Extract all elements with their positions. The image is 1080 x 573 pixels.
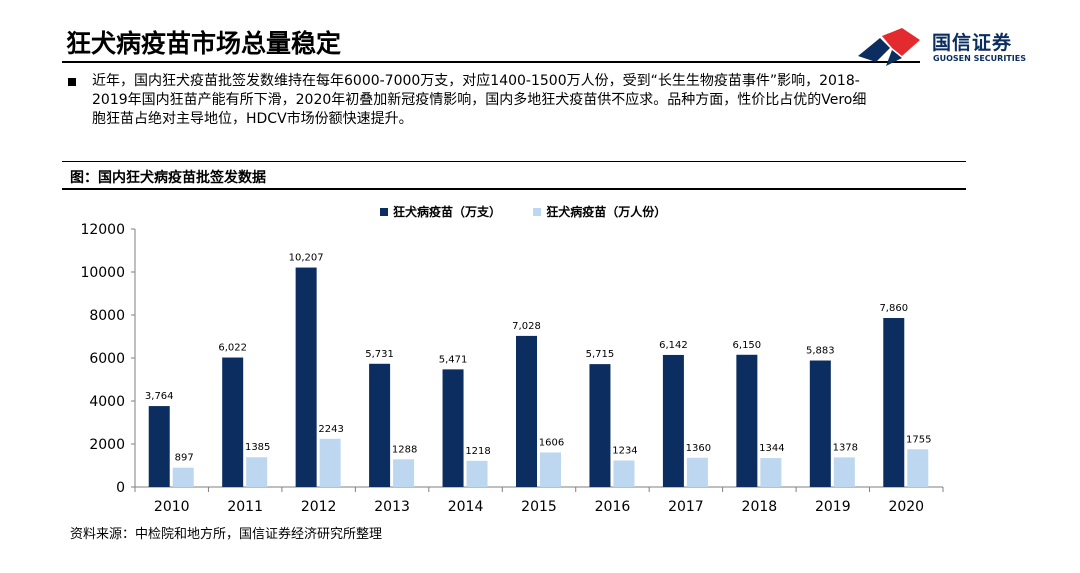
bar-series2 xyxy=(686,457,708,487)
y-tick-label: 2000 xyxy=(89,437,125,453)
bullet-marker xyxy=(68,78,76,86)
legend-item-series1: 狂犬病疫苗（万支） xyxy=(380,203,501,220)
data-label-series2: 1218 xyxy=(465,446,490,457)
data-label-series2: 1755 xyxy=(906,434,931,445)
bar-series1 xyxy=(589,364,611,487)
bar-series2 xyxy=(907,449,929,487)
x-tick-label: 2010 xyxy=(154,499,190,515)
y-tick-label: 12000 xyxy=(80,222,125,238)
x-tick-label: 2020 xyxy=(888,499,924,515)
bar-series2 xyxy=(319,438,341,487)
figure-title: 图：国内狂犬病疫苗批签发数据 xyxy=(70,170,266,186)
legend-label-series2: 狂犬病疫苗（万人份） xyxy=(546,205,667,219)
data-label-series1: 5,731 xyxy=(365,349,394,360)
data-label-series1: 7,028 xyxy=(512,321,541,332)
x-tick-label: 2012 xyxy=(301,499,337,515)
bar-series1 xyxy=(809,360,831,487)
bar-series1 xyxy=(516,335,537,487)
chart-legend: 狂犬病疫苗（万支） 狂犬病疫苗（万人份） xyxy=(380,203,694,219)
brand-name-en: GUOSEN SECURITIES xyxy=(933,54,1026,63)
bar-series2 xyxy=(613,460,635,487)
x-tick-label: 2016 xyxy=(595,499,631,515)
bar-series2 xyxy=(466,460,488,487)
bar-series1 xyxy=(222,357,244,487)
y-tick-label: 0 xyxy=(116,480,125,496)
y-tick-label: 6000 xyxy=(89,351,125,367)
data-label-series2: 1360 xyxy=(686,443,711,454)
bar-series2 xyxy=(393,459,415,487)
brand-logo: 国信证券 GUOSEN SECURITIES xyxy=(856,24,1046,70)
data-label-series2: 1385 xyxy=(245,442,270,453)
data-label-series2: 897 xyxy=(175,453,194,464)
x-tick-label: 2015 xyxy=(521,499,557,515)
figure-rule-bottom xyxy=(62,188,966,190)
legend-item-series2: 狂犬病疫苗（万人份） xyxy=(533,203,666,220)
x-tick-label: 2019 xyxy=(815,499,851,515)
bar-series1 xyxy=(736,354,758,487)
data-label-series1: 3,764 xyxy=(145,391,174,402)
bar-series1 xyxy=(295,267,317,487)
x-tick-label: 2014 xyxy=(448,499,484,515)
x-tick-label: 2013 xyxy=(374,499,410,515)
y-tick-label: 8000 xyxy=(89,308,125,324)
figure-rule-top xyxy=(62,161,966,162)
data-label-series1: 5,471 xyxy=(439,354,468,365)
bar-series2 xyxy=(172,467,194,487)
data-label-series2: 1288 xyxy=(392,444,417,455)
data-label-series1: 6,150 xyxy=(733,340,762,351)
legend-label-series1: 狂犬病疫苗（万支） xyxy=(393,205,502,219)
bar-series1 xyxy=(442,369,464,487)
data-label-series1: 10,207 xyxy=(289,253,324,264)
bar-series2 xyxy=(246,457,268,487)
page-title: 狂犬病疫苗市场总量稳定 xyxy=(66,29,342,58)
bar-series2 xyxy=(540,452,561,487)
data-label-series1: 5,715 xyxy=(586,349,615,360)
legend-swatch-series2 xyxy=(533,207,542,216)
data-label-series1: 6,142 xyxy=(659,340,688,351)
bar-series2 xyxy=(833,457,855,487)
figure-source: 资料来源：中检院和地方所，国信证券经济研究所整理 xyxy=(70,527,383,542)
x-tick-label: 2011 xyxy=(227,499,263,515)
guosen-logo-icon xyxy=(858,28,920,66)
bar-series1 xyxy=(148,406,170,487)
title-divider xyxy=(62,61,920,63)
legend-swatch-series1 xyxy=(380,207,388,216)
bar-series1 xyxy=(883,318,905,487)
data-label-series2: 1344 xyxy=(759,443,784,454)
bar-series2 xyxy=(760,458,782,487)
data-label-series1: 6,022 xyxy=(218,343,247,354)
data-label-series1: 7,860 xyxy=(879,303,908,314)
bar-series1 xyxy=(662,354,684,487)
brand-name-cn: 国信证券 xyxy=(932,32,1013,54)
y-tick-label: 4000 xyxy=(89,394,125,410)
x-tick-label: 2018 xyxy=(742,499,778,515)
data-label-series2: 1234 xyxy=(612,445,637,456)
data-label-series2: 1378 xyxy=(833,442,858,453)
bar-series1 xyxy=(369,363,391,487)
summary-text: 近年，国内狂犬疫苗批签发数维持在每年6000-7000万支，对应1400-150… xyxy=(92,73,867,127)
data-label-series2: 2243 xyxy=(318,424,343,435)
x-tick-label: 2017 xyxy=(668,499,704,515)
y-tick-label: 10000 xyxy=(80,265,125,281)
data-label-series2: 1606 xyxy=(539,437,564,448)
data-label-series1: 5,883 xyxy=(806,346,835,357)
